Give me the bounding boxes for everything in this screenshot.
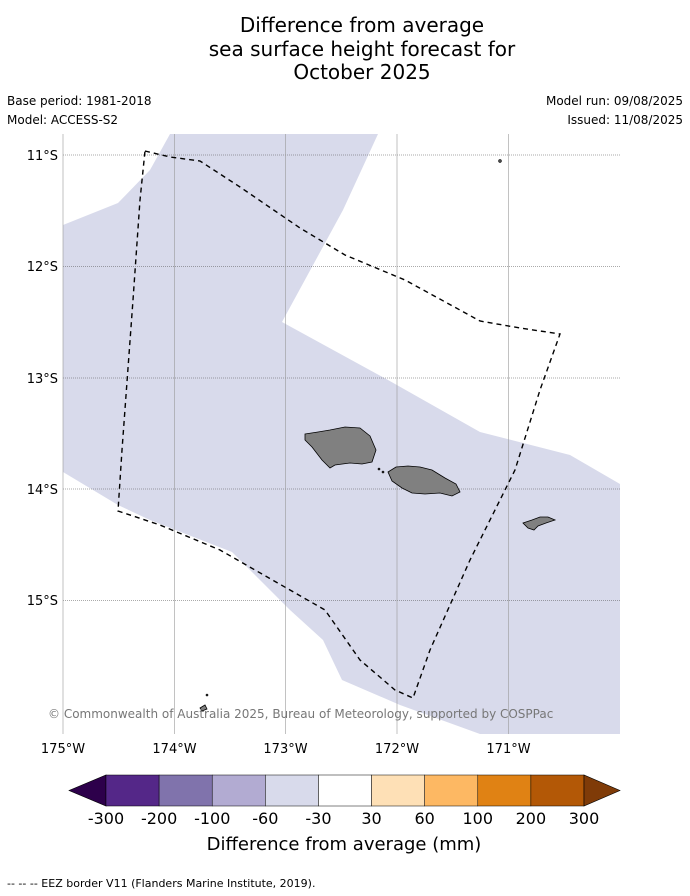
colorbar-over-triangle — [583, 774, 621, 807]
grid — [63, 154, 620, 601]
colorbar-bin — [371, 774, 425, 807]
lat-axis: 11°S 12°S 13°S 14°S 15°S — [27, 149, 58, 609]
colorbar — [68, 774, 621, 807]
colorbar-tick-label: 60 — [414, 809, 434, 828]
lon-tick: 171°W — [486, 742, 530, 757]
colorbar-title: Difference from average (mm) — [207, 834, 482, 855]
lon-axis: 175°W 174°W 173°W 172°W 171°W — [41, 742, 531, 757]
lat-tick: 14°S — [27, 483, 58, 498]
colorbar-bin — [477, 774, 532, 807]
colorbar-tick-label: 200 — [516, 809, 547, 828]
copyright-text: © Commonwealth of Australia 2025, Bureau… — [48, 707, 553, 721]
colorbar-tick-label: -100 — [194, 809, 230, 828]
lon-tick: 173°W — [263, 742, 307, 757]
colorbar-bin — [530, 774, 585, 807]
title-line-2: sea surface height forecast for — [208, 36, 516, 61]
colorbar-tick-label: -200 — [141, 809, 177, 828]
colorbar-bin — [424, 774, 479, 807]
lon-tick: 175°W — [41, 742, 85, 757]
colorbar-bin — [211, 774, 266, 807]
metadata-right: Model run: 09/08/2025 Issued: 11/08/2025 — [546, 94, 683, 132]
lat-tick: 15°S — [27, 594, 58, 609]
map-panel: © Commonwealth of Australia 2025, Bureau… — [48, 134, 620, 734]
colorbar-tick-label: -60 — [252, 809, 278, 828]
colorbar-bin — [158, 774, 213, 807]
colorbar-bin — [318, 774, 372, 807]
colorbar-tick-label: 30 — [361, 809, 381, 828]
land — [199, 159, 557, 712]
colorbar-tick-label: 100 — [463, 809, 494, 828]
lat-tick: 12°S — [27, 260, 58, 275]
colorbar-ticks: -300 -200 -100 -60 -30 30 60 100 200 300 — [88, 809, 599, 828]
lat-tick: 11°S — [27, 149, 58, 164]
chart-title: Difference from average sea surface heig… — [0, 13, 690, 85]
title-line-3: October 2025 — [293, 60, 431, 84]
colorbar-under-triangle — [68, 774, 107, 807]
lat-tick: 13°S — [27, 372, 58, 387]
base-period: Base period: 1981-2018 — [7, 94, 152, 108]
island-tutuila — [522, 516, 557, 531]
model-run: Model run: 09/08/2025 — [545, 94, 683, 108]
metadata-left: Base period: 1981-2018 Model: ACCESS-S2 — [7, 94, 152, 132]
issued-date: Issued: 11/08/2025 — [567, 113, 683, 127]
lon-tick: 172°W — [375, 742, 419, 757]
colorbar-tick-label: -300 — [88, 809, 124, 828]
island-savaii — [304, 426, 377, 469]
colorbar-bin — [105, 774, 160, 807]
lon-tick: 174°W — [152, 742, 196, 757]
eez-border — [117, 150, 561, 699]
colorbar-tick-label: 300 — [569, 809, 600, 828]
eez-legend-note: -- -- -- EEZ border V11 (Flanders Marine… — [7, 877, 316, 890]
island-upolu — [387, 465, 461, 497]
colorbar-bin — [265, 774, 319, 807]
title-line-1: Difference from average — [239, 13, 485, 37]
colorbar-tick-label: -30 — [305, 809, 331, 828]
model-name: Model: ACCESS-S2 — [7, 113, 119, 127]
